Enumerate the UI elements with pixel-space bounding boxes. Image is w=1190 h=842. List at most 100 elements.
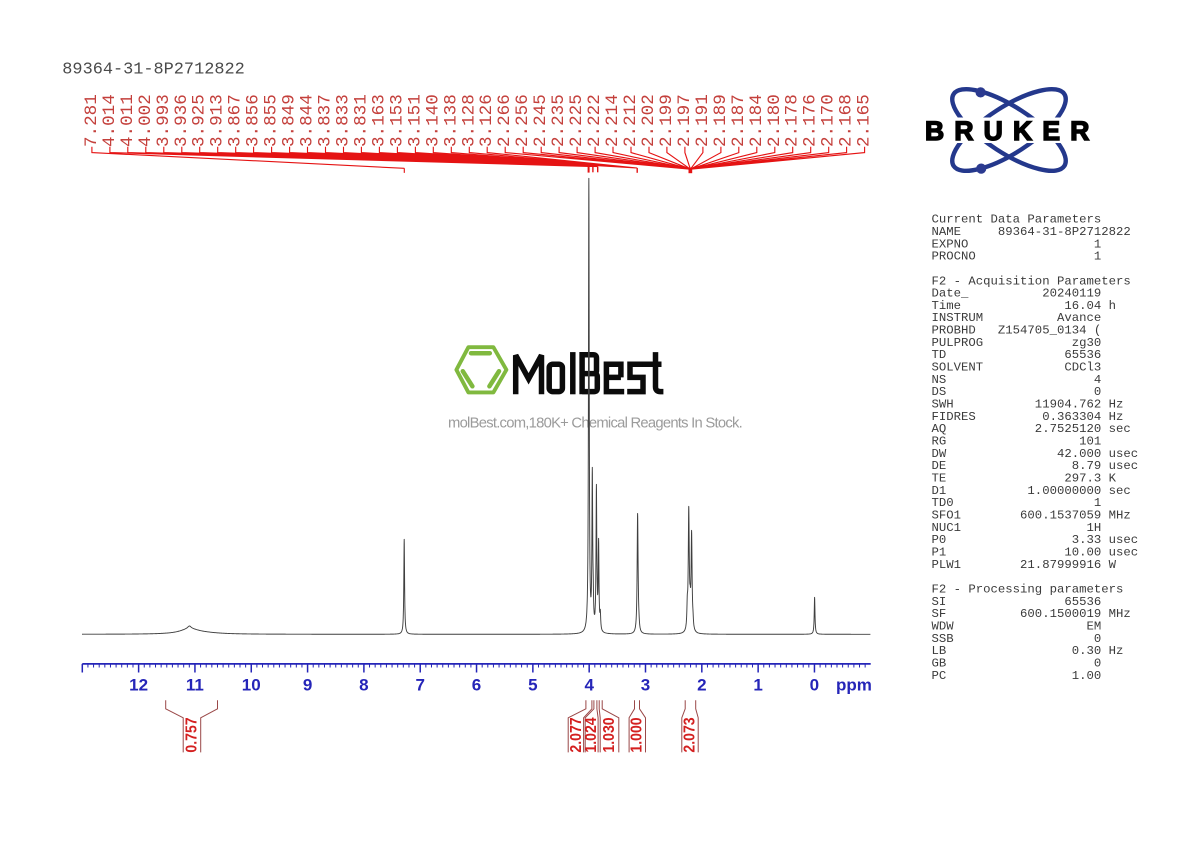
svg-text:3.837: 3.837 [316, 94, 336, 147]
svg-text:1.030: 1.030 [600, 717, 618, 752]
svg-text:WDW EM: WDW EM [932, 619, 1102, 633]
svg-text:4.002: 4.002 [136, 94, 156, 147]
svg-text:2.235: 2.235 [549, 94, 569, 147]
svg-text:PLW1 21.87999916 W: PLW1 21.87999916 W [932, 558, 1117, 572]
svg-text:SI 65536: SI 65536 [932, 595, 1102, 609]
svg-text:4.011: 4.011 [118, 94, 138, 147]
svg-text:4: 4 [584, 676, 594, 695]
svg-text:3.163: 3.163 [369, 94, 389, 147]
svg-text:P1 10.00 usec: P1 10.00 usec [932, 546, 1139, 560]
svg-text:3.138: 3.138 [441, 94, 461, 147]
svg-text:PC 1.00: PC 1.00 [932, 669, 1102, 683]
svg-text:TE 297.3 K: TE 297.3 K [932, 472, 1117, 486]
svg-text:2.266: 2.266 [495, 94, 515, 147]
svg-text:FIDRES 0.363304 Hz: FIDRES 0.363304 Hz [932, 410, 1124, 424]
svg-text:3.925: 3.925 [190, 94, 210, 147]
svg-text:12: 12 [129, 676, 148, 695]
svg-text:7: 7 [415, 676, 424, 695]
svg-text:SSB 0: SSB 0 [932, 632, 1102, 646]
svg-text:SF 600.1500019 MHz: SF 600.1500019 MHz [932, 607, 1131, 621]
svg-text:2.073: 2.073 [681, 717, 699, 752]
svg-text:3.833: 3.833 [334, 94, 354, 147]
svg-text:2.212: 2.212 [621, 94, 641, 147]
svg-text:NUC1 1H: NUC1 1H [932, 521, 1102, 535]
svg-text:3.913: 3.913 [208, 94, 228, 147]
svg-text:10: 10 [242, 676, 261, 695]
svg-text:Time 16.04 h: Time 16.04 h [932, 299, 1116, 313]
svg-text:2.180: 2.180 [765, 94, 785, 147]
svg-text:2: 2 [697, 676, 706, 695]
svg-text:1.000: 1.000 [628, 717, 646, 752]
svg-text:3: 3 [641, 676, 650, 695]
svg-text:7.281: 7.281 [82, 94, 102, 147]
svg-text:INSTRUM Avance: INSTRUM Avance [932, 311, 1102, 325]
svg-text:DE 8.79 usec: DE 8.79 usec [932, 459, 1139, 473]
svg-text:3.153: 3.153 [387, 94, 407, 147]
svg-text:3.867: 3.867 [226, 94, 246, 147]
svg-text:3.856: 3.856 [244, 94, 264, 147]
svg-text:ppm: ppm [836, 676, 872, 695]
svg-text:LB 0.30 Hz: LB 0.30 Hz [932, 644, 1124, 658]
svg-text:2.199: 2.199 [657, 94, 677, 147]
svg-text:2.197: 2.197 [675, 94, 695, 147]
svg-text:3.151: 3.151 [405, 94, 425, 147]
svg-text:SWH 11904.762 Hz: SWH 11904.762 Hz [932, 398, 1124, 412]
svg-text:SOLVENT CDCl3: SOLVENT CDCl3 [932, 361, 1102, 375]
svg-text:2.170: 2.170 [819, 94, 839, 147]
svg-text:NAME 89364-31-8P2712822: NAME 89364-31-8P2712822 [932, 225, 1131, 239]
svg-text:3.844: 3.844 [298, 94, 318, 147]
svg-text:3.831: 3.831 [351, 94, 371, 147]
svg-text:PROCNO 1: PROCNO 1 [932, 250, 1102, 264]
svg-text:2.214: 2.214 [603, 94, 623, 147]
svg-text:1: 1 [753, 676, 762, 695]
svg-text:89364-31-8P2712822: 89364-31-8P2712822 [62, 60, 244, 79]
svg-text:TD 65536: TD 65536 [932, 348, 1102, 362]
svg-text:3.128: 3.128 [459, 94, 479, 147]
svg-text:2.184: 2.184 [747, 94, 767, 147]
svg-text:1.024: 1.024 [582, 717, 600, 753]
svg-text:3.936: 3.936 [172, 94, 192, 147]
svg-text:0.757: 0.757 [183, 717, 201, 752]
svg-text:2.245: 2.245 [531, 94, 551, 147]
svg-text:D1 1.00000000 sec: D1 1.00000000 sec [932, 484, 1131, 498]
svg-text:4.014: 4.014 [100, 94, 120, 147]
svg-text:6: 6 [472, 676, 481, 695]
svg-text:PROBHD Z154705_0134 (: PROBHD Z154705_0134 ( [932, 324, 1102, 338]
svg-text:3.849: 3.849 [280, 94, 300, 147]
svg-text:TD0 1: TD0 1 [932, 496, 1102, 510]
svg-text:3.993: 3.993 [154, 94, 174, 147]
svg-text:EXPNO 1: EXPNO 1 [932, 237, 1102, 251]
svg-text:PULPROG zg30: PULPROG zg30 [932, 336, 1102, 350]
svg-text:DW 42.000 usec: DW 42.000 usec [932, 447, 1139, 461]
svg-text:BRUKER: BRUKER [925, 116, 1100, 146]
svg-text:P0 3.33 usec: P0 3.33 usec [932, 533, 1139, 547]
svg-text:3.855: 3.855 [262, 94, 282, 147]
svg-text:Date_ 20240119: Date_ 20240119 [932, 287, 1102, 301]
svg-text:0: 0 [810, 676, 819, 695]
svg-text:9: 9 [303, 676, 312, 695]
svg-text:DS 0: DS 0 [932, 385, 1102, 399]
svg-text:AQ 2.7525120 sec: AQ 2.7525120 sec [932, 422, 1131, 436]
svg-text:F2 - Processing parameters: F2 - Processing parameters [932, 583, 1124, 597]
svg-text:3.126: 3.126 [477, 94, 497, 147]
svg-text:F2 - Acquisition Parameters: F2 - Acquisition Parameters [932, 274, 1131, 288]
svg-text:3.140: 3.140 [423, 94, 443, 147]
svg-text:2.176: 2.176 [801, 94, 821, 147]
svg-text:2.187: 2.187 [729, 94, 749, 147]
svg-text:2.202: 2.202 [639, 94, 659, 147]
svg-text:SFO1 600.1537059 MHz: SFO1 600.1537059 MHz [932, 509, 1131, 523]
svg-text:molBest.com,180K+ Chemical Rea: molBest.com,180K+ Chemical Reagents In S… [448, 415, 742, 431]
svg-text:2.189: 2.189 [711, 94, 731, 147]
svg-text:2.168: 2.168 [837, 94, 857, 147]
svg-text:2.225: 2.225 [567, 94, 587, 147]
svg-text:11: 11 [186, 676, 204, 695]
svg-text:5: 5 [528, 676, 537, 695]
svg-text:2.191: 2.191 [693, 94, 713, 147]
svg-text:NS 4: NS 4 [932, 373, 1102, 387]
svg-text:GB 0: GB 0 [932, 656, 1102, 670]
svg-text:RG 101: RG 101 [932, 435, 1102, 449]
svg-text:2.077: 2.077 [567, 717, 585, 752]
svg-text:2.165: 2.165 [855, 94, 875, 147]
svg-text:2.178: 2.178 [783, 94, 803, 147]
svg-text:8: 8 [359, 676, 368, 695]
